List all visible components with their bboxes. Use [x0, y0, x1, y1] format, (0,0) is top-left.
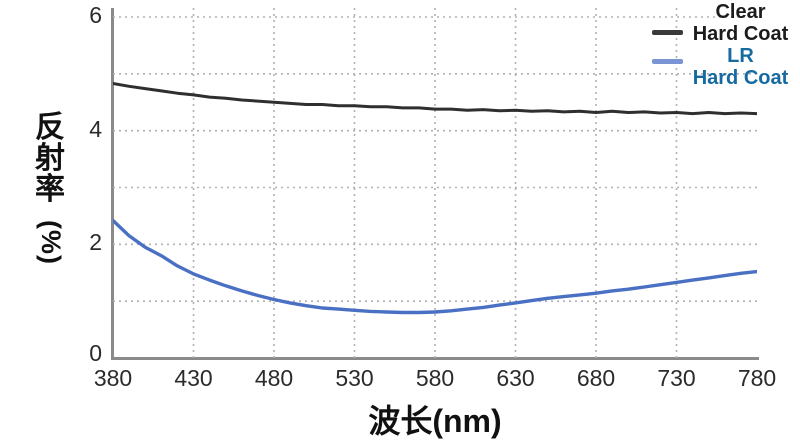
y-axis-title-char: 射 [35, 142, 65, 175]
legend-item-clear-hard-coat: Clear Hard Coat [642, 1, 794, 46]
legend-label-line: Hard Coat [692, 66, 789, 89]
x-tick-label: 780 [737, 365, 777, 391]
y-tick-label: 4 [89, 115, 102, 142]
x-axis-title: 波长(nm) [368, 403, 502, 439]
legend-swatch-lr-hard-coat [652, 59, 683, 64]
x-tick-label: 630 [496, 365, 535, 391]
x-tick-label: 380 [93, 365, 133, 391]
legend-label-line: Clear [715, 1, 766, 23]
legend-label-line: LR [727, 45, 754, 67]
x-tick-label: 730 [657, 365, 696, 391]
legend-label-clear-hard-coat: Clear Hard Coat [687, 1, 794, 45]
legend-label-lr-hard-coat: LR Hard Coat [687, 45, 794, 89]
x-tick-label: 680 [576, 365, 616, 391]
legend-label-line: Hard Coat [692, 22, 789, 45]
x-tick-label: 530 [335, 365, 374, 391]
y-axis-title-char: 率 [35, 173, 65, 206]
legend-swatch-clear-hard-coat [652, 30, 683, 35]
y-tick-label: 0 [89, 340, 102, 366]
legend: Clear Hard Coat LR Hard Coat [642, 1, 794, 90]
x-tick-label: 580 [415, 365, 455, 391]
y-axis-line [111, 8, 114, 359]
y-axis-title-char: 反 [35, 111, 65, 144]
y-axis-title: 反射率 (%) [22, 111, 78, 265]
series-line-lr-hard-coat [113, 218, 757, 315]
x-tick-label: 430 [174, 365, 213, 391]
y-tick-label: 6 [89, 2, 102, 28]
x-tick-label: 480 [254, 365, 294, 391]
plot-area [113, 8, 757, 358]
y-tick-label: 2 [89, 229, 102, 256]
legend-item-lr-hard-coat: LR Hard Coat [642, 45, 794, 90]
x-axis-line [111, 357, 759, 360]
series-line-clear-hard-coat [113, 82, 757, 116]
chart-canvas [113, 8, 757, 358]
